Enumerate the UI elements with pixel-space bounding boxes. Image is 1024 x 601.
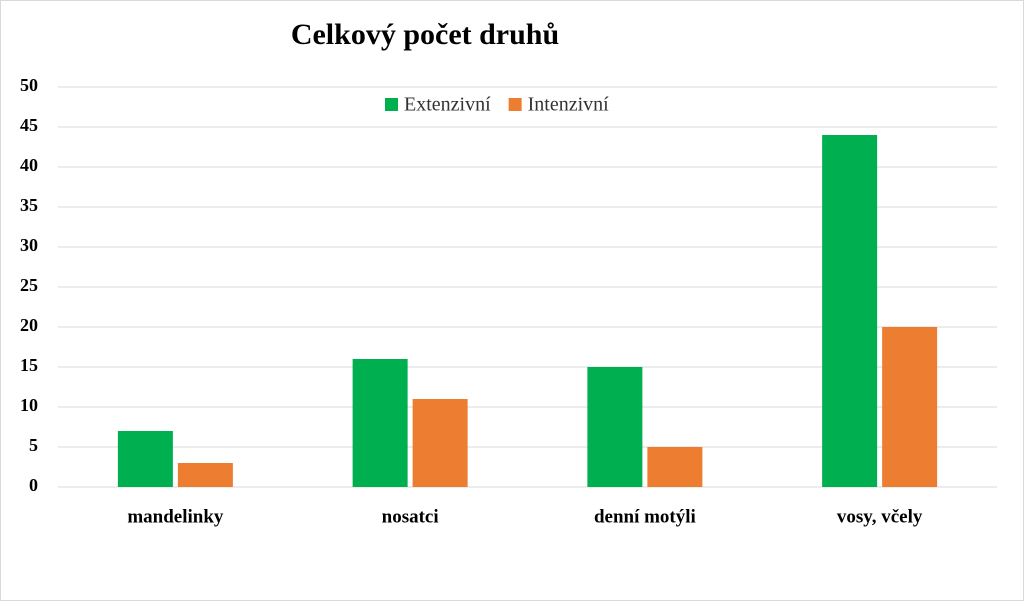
bar (882, 327, 938, 487)
chart-title: Celkový počet druhů (291, 18, 559, 51)
y-tick-label: 30 (20, 235, 38, 255)
bar (352, 359, 408, 487)
y-tick-label: 15 (20, 355, 38, 375)
bar (587, 367, 643, 487)
y-tick-label: 20 (20, 315, 38, 335)
legend-swatch (508, 98, 522, 111)
y-tick-label: 0 (29, 475, 38, 495)
legend-swatch (385, 98, 398, 111)
y-tick-label: 5 (29, 435, 38, 455)
y-tick-label: 25 (20, 275, 38, 295)
legend-label: Extenzivní (404, 94, 491, 116)
x-tick-label: mandelinky (127, 506, 224, 527)
legend-label: Intenzivní (528, 94, 610, 116)
bar (412, 399, 468, 487)
y-tick-label: 45 (20, 115, 38, 135)
bar (822, 135, 878, 487)
bar (647, 447, 703, 487)
y-tick-label: 10 (20, 395, 38, 415)
y-tick-label: 35 (20, 195, 38, 215)
x-tick-label: denní motýli (594, 506, 696, 527)
x-tick-label: vosy, včely (837, 506, 923, 527)
y-tick-label: 40 (20, 155, 38, 175)
bar (177, 463, 233, 487)
y-tick-label: 50 (20, 75, 38, 95)
bar (117, 431, 173, 487)
x-tick-label: nosatci (382, 506, 439, 527)
